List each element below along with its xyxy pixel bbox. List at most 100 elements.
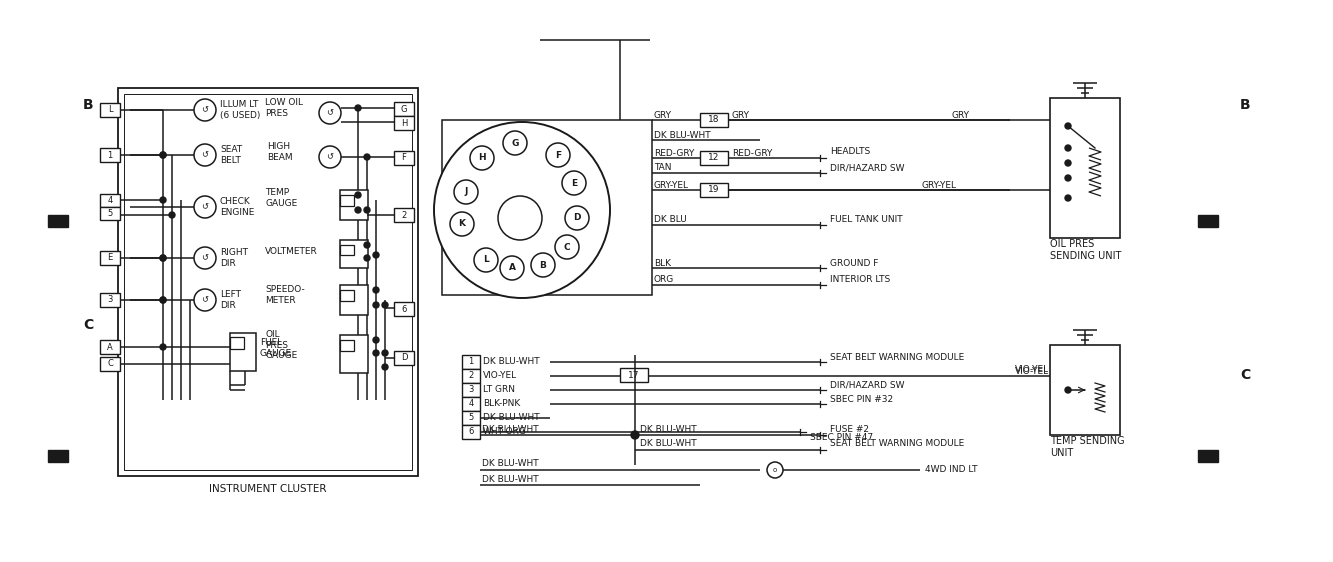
Text: 5: 5 (108, 209, 112, 218)
Bar (1050, 345, 1120, 435)
Text: OIL PRES
SENDING UNIT: OIL PRES SENDING UNIT (1050, 239, 1121, 261)
Circle shape (1065, 123, 1070, 129)
Circle shape (1065, 145, 1070, 151)
Text: GRY: GRY (655, 111, 672, 120)
Circle shape (531, 253, 555, 277)
Circle shape (355, 105, 361, 111)
Circle shape (355, 207, 361, 213)
Circle shape (383, 364, 388, 370)
Circle shape (364, 242, 371, 248)
Bar (620, 368, 648, 382)
Text: D: D (401, 353, 408, 362)
Text: SBEC PIN #32: SBEC PIN #32 (830, 395, 893, 404)
Text: E: E (571, 179, 577, 188)
Text: F: F (401, 153, 407, 162)
Bar (395, 302, 415, 316)
Text: H: H (401, 119, 407, 128)
Bar (48, 450, 68, 462)
Text: ↺: ↺ (201, 296, 208, 305)
Text: INTERIOR LTS: INTERIOR LTS (830, 275, 890, 284)
Text: VIO-YEL: VIO-YEL (1014, 366, 1049, 375)
Text: FUEL TANK UNIT: FUEL TANK UNIT (830, 215, 902, 224)
Text: RIGHT
DIR: RIGHT DIR (220, 248, 248, 268)
Bar (100, 357, 120, 371)
Bar (340, 190, 368, 220)
Circle shape (160, 297, 167, 303)
Text: 12: 12 (708, 153, 720, 162)
Text: BLK: BLK (655, 259, 670, 268)
Text: C: C (564, 242, 571, 252)
Circle shape (373, 350, 379, 356)
Text: 6: 6 (468, 428, 473, 437)
Bar (100, 103, 120, 117)
Circle shape (1065, 175, 1070, 181)
Circle shape (455, 180, 479, 204)
Bar (463, 355, 480, 369)
Circle shape (435, 122, 611, 298)
Circle shape (383, 302, 388, 308)
Circle shape (451, 212, 475, 236)
Text: B: B (540, 261, 547, 270)
Circle shape (160, 255, 167, 261)
Text: 2: 2 (468, 371, 473, 380)
Bar (119, 88, 419, 476)
Bar (100, 293, 120, 307)
Text: DK BLU-WHT: DK BLU-WHT (483, 474, 539, 483)
Bar (700, 113, 728, 127)
Circle shape (319, 102, 341, 124)
Circle shape (766, 462, 782, 478)
Text: 4: 4 (108, 196, 112, 205)
Text: 3: 3 (108, 296, 113, 305)
Circle shape (373, 337, 379, 343)
Circle shape (471, 146, 495, 170)
Circle shape (631, 431, 639, 439)
Circle shape (195, 289, 216, 311)
Text: DK BLU-WHT: DK BLU-WHT (483, 424, 539, 433)
Circle shape (475, 248, 499, 272)
Text: ↺: ↺ (201, 106, 208, 115)
Text: ILLUM LT
(6 USED): ILLUM LT (6 USED) (220, 100, 260, 120)
Text: SBEC PIN #47: SBEC PIN #47 (810, 433, 873, 442)
Text: E: E (108, 253, 112, 262)
Text: RED-GRY: RED-GRY (655, 148, 694, 157)
Circle shape (500, 256, 524, 280)
Bar (463, 425, 480, 439)
Bar (340, 290, 355, 301)
Text: H: H (479, 153, 485, 162)
Circle shape (160, 255, 167, 261)
Text: DK BLU: DK BLU (655, 215, 686, 224)
Text: C: C (1240, 368, 1250, 382)
Text: TAN: TAN (655, 164, 672, 173)
Bar (100, 251, 120, 265)
Circle shape (364, 154, 371, 160)
Text: ↺: ↺ (201, 253, 208, 262)
Circle shape (547, 143, 571, 167)
Text: F: F (555, 151, 561, 160)
Bar (340, 340, 355, 351)
Text: TEMP
GAUGE: TEMP GAUGE (265, 188, 297, 208)
Bar (1198, 215, 1218, 227)
Text: B: B (1240, 98, 1250, 112)
Text: DK BLU-WHT: DK BLU-WHT (483, 414, 540, 423)
Circle shape (160, 297, 167, 303)
Text: FUEL
GAUGE: FUEL GAUGE (260, 338, 292, 357)
Text: GROUND F: GROUND F (830, 259, 878, 268)
Bar (340, 285, 368, 315)
Text: GRY: GRY (732, 111, 750, 120)
Text: 1: 1 (468, 357, 473, 366)
Text: CHECK
ENGINE: CHECK ENGINE (220, 197, 255, 217)
Bar (463, 383, 480, 397)
Text: 2: 2 (401, 211, 407, 220)
Circle shape (195, 247, 216, 269)
Text: 19: 19 (708, 185, 720, 194)
Text: G: G (512, 138, 519, 147)
Text: A: A (508, 264, 516, 273)
Text: HEADLTS: HEADLTS (830, 147, 870, 156)
Circle shape (195, 196, 216, 218)
Bar (100, 340, 120, 354)
Text: DK BLU-WHT: DK BLU-WHT (640, 424, 697, 433)
Text: L: L (108, 106, 112, 115)
Text: ↺: ↺ (327, 152, 333, 161)
Bar (395, 116, 415, 130)
Text: ↺: ↺ (201, 151, 208, 160)
